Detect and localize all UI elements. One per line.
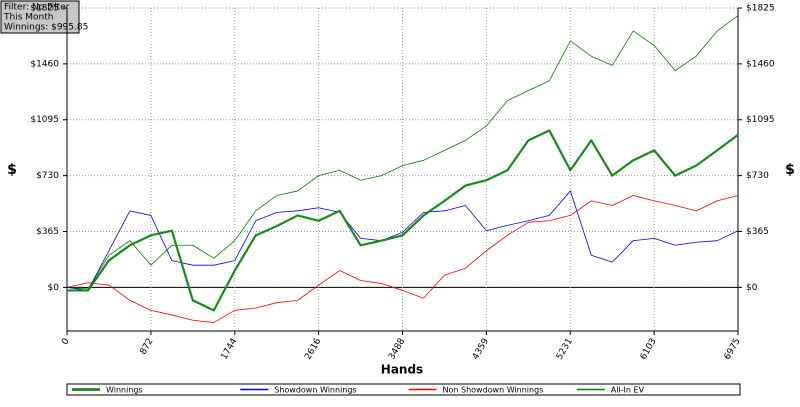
- info-box: [0, 0, 80, 34]
- x-tick-label: 6975: [723, 337, 743, 362]
- y2-tick-label: $365: [746, 227, 769, 237]
- y2-axis-label: $: [785, 162, 795, 178]
- legend-label: All-In EV: [611, 386, 645, 395]
- x-tick-label: 2616: [303, 337, 323, 362]
- y2-tick-label: $0: [746, 283, 758, 293]
- y-axis-label: $: [7, 162, 17, 178]
- info-winnings: Winnings: $995.85: [4, 23, 88, 33]
- x-tick-label: 6103: [639, 337, 659, 362]
- x-tick-label: 0: [60, 337, 72, 347]
- series-line: [66, 190, 739, 291]
- y-tick-label: $1095: [30, 115, 59, 125]
- legend-label: Showdown Winnings: [274, 386, 356, 395]
- x-tick-label: 872: [138, 337, 155, 357]
- y2-tick-label: $1095: [746, 115, 775, 125]
- series-line: [66, 195, 739, 323]
- series-line: [67, 129, 739, 312]
- y2-tick-label: $730: [746, 171, 769, 181]
- x-tick-label: 4359: [471, 337, 491, 362]
- x-axis-label: Hands: [381, 363, 423, 377]
- info-period: This Month: [3, 13, 53, 23]
- y-tick-label: $1825: [30, 4, 59, 14]
- y-tick-label: $0: [48, 283, 60, 293]
- x-tick-label: 3488: [387, 337, 407, 362]
- legend-label: Winnings: [106, 386, 143, 395]
- legend-label: Non Showdown Winnings: [443, 386, 544, 395]
- y2-tick-label: $1825: [746, 4, 775, 14]
- x-tick-label: 1744: [219, 337, 239, 362]
- x-tick-label: 5231: [555, 337, 575, 362]
- y2-tick-label: $1460: [746, 59, 775, 69]
- info-filter: Filter: No Filter: [4, 3, 70, 13]
- legend-box: [66, 383, 741, 396]
- y-tick-label: $730: [36, 171, 59, 181]
- y-tick-label: $1460: [30, 59, 59, 69]
- y-tick-label: $365: [36, 227, 59, 237]
- series-line: [66, 15, 739, 290]
